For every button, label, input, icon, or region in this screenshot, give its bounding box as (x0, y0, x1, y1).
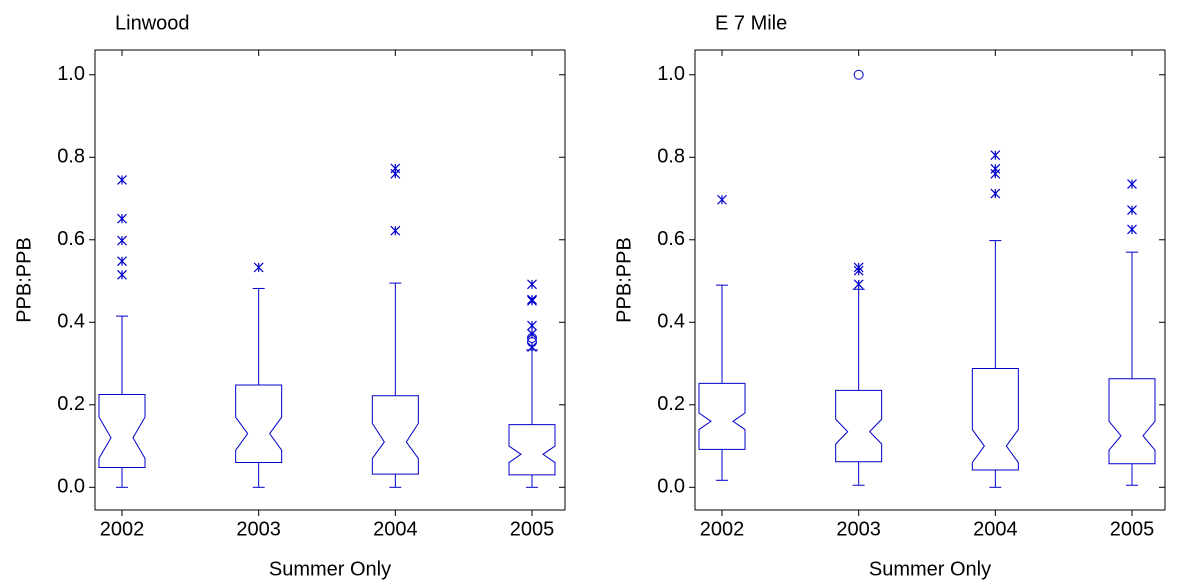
notched-box (1108, 378, 1156, 465)
x-tick-label: 2004 (973, 518, 1018, 540)
outlier (990, 163, 1001, 174)
plot-frame (694, 49, 1166, 511)
outlier (717, 194, 727, 205)
x-tick-label: 2002 (100, 518, 145, 540)
chart-title: E 7 Mile (715, 12, 787, 34)
x-tick-label: 2005 (1110, 518, 1155, 540)
far-outlier (527, 332, 537, 343)
y-tick-label: 0.2 (657, 393, 685, 415)
notched-box (971, 367, 1019, 471)
far-outlier (853, 69, 864, 80)
notched-box (698, 382, 746, 450)
outlier (117, 175, 127, 185)
y-axis-label: PPB:PPB (613, 237, 635, 323)
outlier (1127, 179, 1137, 190)
outlier (990, 150, 1001, 161)
notched-box (98, 393, 146, 469)
y-axis-label: PPB:PPB (13, 237, 35, 323)
plot-frame (94, 49, 566, 511)
chart-title: Linwood (115, 12, 190, 34)
outlier (527, 294, 537, 305)
outlier (390, 225, 401, 236)
outlier (1127, 224, 1137, 235)
y-tick-label: 0.4 (657, 311, 685, 333)
far-outlier (527, 337, 537, 348)
x-tick-label: 2003 (836, 518, 881, 540)
y-tick-label: 0.6 (57, 228, 85, 250)
y-tick-label: 0.8 (657, 146, 685, 168)
y-tick-label: 0.0 (657, 476, 685, 498)
y-tick-label: 1.0 (657, 63, 685, 85)
y-tick-label: 0.0 (57, 476, 85, 498)
x-tick-label: 2005 (510, 518, 555, 540)
notched-box (508, 424, 556, 476)
x-tick-label: 2002 (700, 518, 745, 540)
y-tick-label: 1.0 (57, 63, 85, 85)
outlier (990, 188, 1001, 199)
x-tick-label: 2004 (373, 518, 418, 540)
x-axis-label: Summer Only (269, 558, 391, 580)
outlier (527, 279, 537, 290)
outlier (853, 279, 864, 290)
outlier (390, 163, 401, 174)
outlier (117, 269, 127, 280)
y-tick-label: 0.6 (657, 228, 685, 250)
y-tick-label: 0.4 (57, 311, 85, 333)
outlier (117, 256, 127, 267)
outlier (527, 320, 537, 331)
outlier (117, 213, 127, 224)
notched-box (235, 384, 283, 464)
outlier (253, 262, 264, 273)
y-tick-label: 0.2 (57, 393, 85, 415)
notched-box (835, 389, 883, 463)
x-tick-label: 2003 (236, 518, 281, 540)
outlier (117, 235, 127, 246)
notched-box (371, 395, 419, 475)
y-tick-label: 0.8 (57, 146, 85, 168)
outlier (853, 262, 864, 273)
x-axis-label: Summer Only (869, 558, 991, 580)
outlier (1127, 205, 1137, 215)
